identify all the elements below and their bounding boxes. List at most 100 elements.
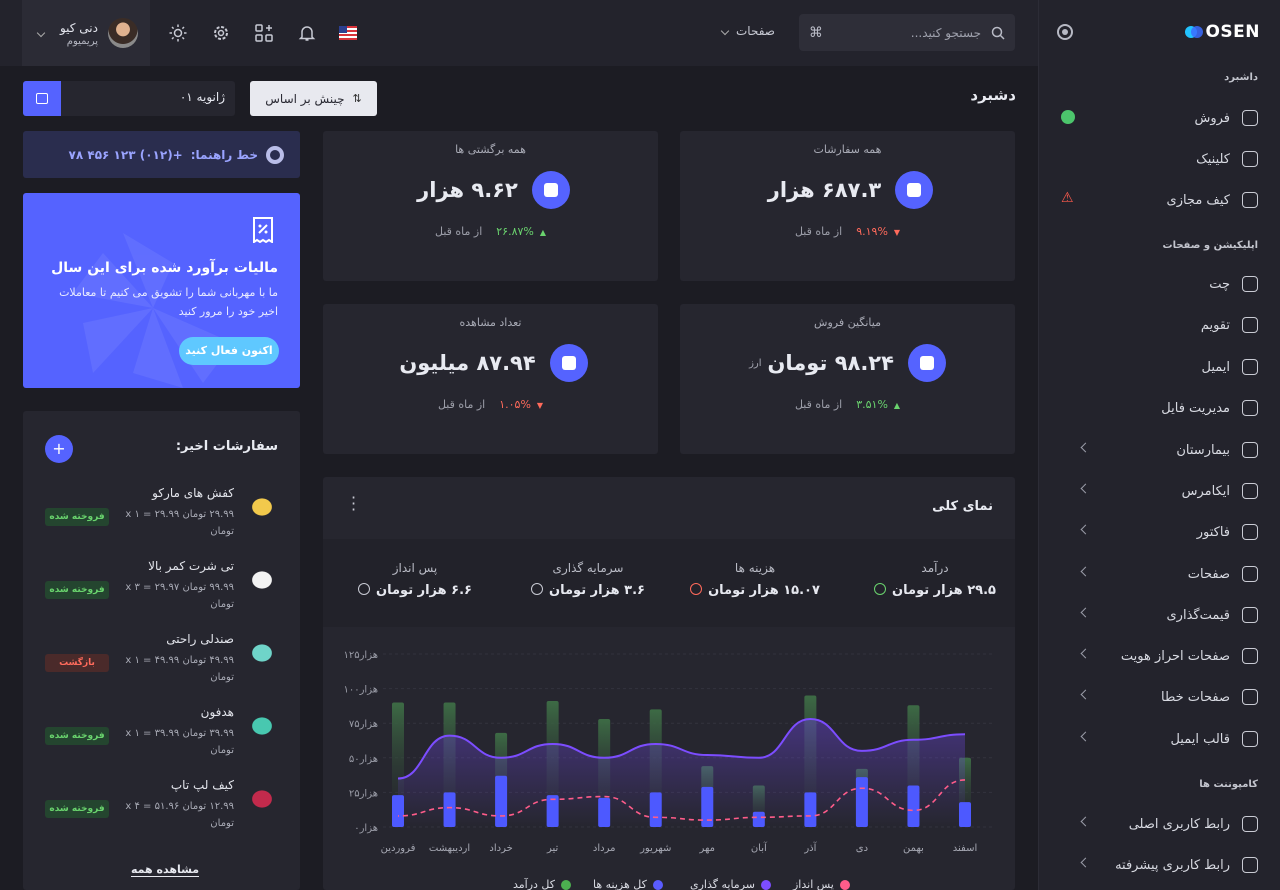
invoice-icon bbox=[1242, 524, 1258, 540]
arrow-up-icon: ▲ bbox=[539, 228, 547, 237]
order-name: کیف لپ تاپ bbox=[170, 778, 234, 792]
user-menu[interactable]: دنی کیو پریمیوم bbox=[22, 0, 150, 66]
order-price: ۴۹.۹۹ تومان x ۱ = ۴۹.۹۹ تومان bbox=[125, 655, 234, 683]
sort-button[interactable]: ⇅ چینش بر اساس bbox=[250, 81, 377, 116]
compass-icon bbox=[1242, 110, 1258, 126]
legend-item[interactable]: کل درآمد bbox=[513, 878, 571, 890]
sidebar-item-3[interactable]: چت bbox=[1058, 272, 1258, 296]
sidebar-item-1[interactable]: کلینیک bbox=[1058, 147, 1258, 171]
us-flag-icon[interactable] bbox=[339, 26, 357, 40]
metric-value: ۳.۶ هزار تومان bbox=[549, 583, 645, 598]
list-item[interactable]: صندلی راحتی ۴۹.۹۹ تومان x ۱ = ۴۹.۹۹ تومان… bbox=[23, 632, 301, 696]
chevron-left-icon bbox=[1080, 483, 1091, 494]
order-name: صندلی راحتی bbox=[166, 632, 234, 646]
metric-value: ۶.۶ هزار تومان bbox=[376, 583, 472, 598]
metric-value-row: ۳.۶ هزار تومان bbox=[518, 583, 658, 598]
x-tick-label: فروردین bbox=[381, 843, 416, 854]
stat-value-row: ۶۸۷.۳ هزار bbox=[680, 171, 1015, 209]
add-order-button[interactable]: + bbox=[45, 435, 73, 463]
sidebar-item-label: ایکامرس bbox=[1181, 483, 1230, 499]
apps-add-icon[interactable] bbox=[255, 24, 273, 42]
chevron-left-icon bbox=[1080, 442, 1091, 453]
stat-title: میانگین فروش bbox=[814, 316, 881, 329]
basket-icon bbox=[1242, 483, 1258, 499]
metrics-strip bbox=[323, 539, 1015, 627]
sidebar-toggle-icon[interactable] bbox=[1057, 24, 1073, 40]
stat-footer: ▼ ۱.۰۵% از ماه قبل bbox=[323, 398, 658, 411]
sidebar-item-9[interactable]: فاکتور bbox=[1058, 520, 1258, 544]
sidebar-item-16[interactable]: رابط کاربری پیشرفته bbox=[1058, 853, 1258, 877]
legend-dot-icon bbox=[652, 879, 663, 890]
sidebar-item-14[interactable]: قالب ایمیل bbox=[1058, 727, 1258, 751]
overview-chart: هزار۰ هزار۲۵ هزار۵۰ هزار۷۵ هزار۱۰۰ هزار۱۲۵ اسف… bbox=[343, 650, 995, 854]
app-logo[interactable]: OSEN bbox=[1185, 22, 1260, 42]
stat-change-value: ۹.۱۹% bbox=[856, 225, 888, 238]
y-tick-label: هزار۲۵ bbox=[349, 788, 378, 799]
search-input[interactable]: جستجو کنید... ⌘ bbox=[799, 14, 1015, 51]
activate-button[interactable]: اکنون فعال کنید bbox=[179, 337, 279, 365]
sidebar-item-2[interactable]: کیف مجازی bbox=[1058, 188, 1258, 212]
more-vertical-icon[interactable]: · · · bbox=[351, 488, 357, 519]
order-price: ۳۹.۹۹ تومان x ۱ = ۳۹.۹۹ تومان bbox=[125, 728, 234, 756]
expense-bar bbox=[443, 792, 456, 827]
status-dot-icon bbox=[1061, 110, 1075, 124]
sidebar-item-11[interactable]: قیمت‌گذاری bbox=[1058, 603, 1258, 627]
x-tick-label: دی bbox=[856, 843, 868, 854]
sidebar-item-13[interactable]: صفحات خطا bbox=[1058, 685, 1258, 709]
sidebar-item-6[interactable]: مدیریت فایل bbox=[1058, 396, 1258, 420]
status-badge: فروخته شده bbox=[45, 581, 109, 599]
lock-icon bbox=[1242, 648, 1258, 664]
legend-item[interactable]: کل هزینه ها bbox=[593, 878, 663, 890]
pages-dropdown[interactable]: صفحات bbox=[720, 24, 775, 38]
gear-icon[interactable] bbox=[212, 24, 230, 42]
product-image bbox=[247, 640, 277, 666]
sidebar-item-label: صفحات خطا bbox=[1161, 689, 1230, 705]
warning-icon: ⚠ bbox=[1061, 190, 1074, 206]
chat-icon bbox=[1242, 276, 1258, 292]
section-dashboard: داشبرد bbox=[1224, 72, 1258, 83]
date-picker[interactable]: ۰۱ ژانویه bbox=[23, 81, 235, 116]
expense-bar bbox=[855, 777, 868, 827]
y-tick-label: هزار۷۵ bbox=[349, 719, 378, 730]
list-item[interactable]: تی شرت کمر بالا ۹۹.۹۹ تومان x ۳ = ۲۹.۹۷ ت… bbox=[23, 559, 301, 623]
view-all-link[interactable]: مشاهده همه bbox=[131, 863, 200, 877]
search-placeholder: جستجو کنید... bbox=[910, 25, 981, 40]
sidebar-item-7[interactable]: بیمارستان bbox=[1058, 438, 1258, 462]
sidebar-item-4[interactable]: تقویم bbox=[1058, 313, 1258, 337]
sidebar-item-label: صفحات bbox=[1187, 566, 1230, 582]
stat-card: همه سفارشات ۶۸۷.۳ هزار ▼ ۹.۱۹% از ماه قبل bbox=[680, 131, 1015, 281]
stat-icon bbox=[907, 344, 946, 382]
stat-change: ▼ ۹.۱۹% bbox=[856, 225, 900, 238]
expense-bar bbox=[701, 786, 714, 827]
stat-value: ۸۷.۹۴ میلیون bbox=[399, 351, 536, 375]
stat-value-row: ۹۸.۲۴ تومان ارز bbox=[680, 344, 1015, 382]
list-item[interactable]: هدفون ۳۹.۹۹ تومان x ۱ = ۳۹.۹۹ تومان فروخته… bbox=[23, 705, 301, 769]
smile-icon bbox=[1242, 857, 1258, 873]
list-item[interactable]: کیف لپ تاپ ۱۲.۹۹ تومان x ۴ = ۵۱.۹۶ تومان ف… bbox=[23, 778, 301, 842]
helpline-number[interactable]: +(۰۱۲) ۱۲۳ ۴۵۶ ۷۸ bbox=[68, 148, 183, 162]
stat-note: از ماه قبل bbox=[794, 225, 843, 238]
legend-item[interactable]: پس انداز bbox=[793, 878, 850, 890]
overview-title: نمای کلی bbox=[932, 499, 993, 514]
chevron-down-icon bbox=[36, 28, 46, 38]
sidebar-item-10[interactable]: صفحات bbox=[1058, 562, 1258, 586]
metric-3: پس انداز ۶.۶ هزار تومان bbox=[345, 561, 485, 598]
list-item[interactable]: کفش های مارکو ۲۹.۹۹ تومان x ۱ = ۲۹.۹۹ توم… bbox=[23, 486, 301, 550]
sidebar-item-label: کیف مجازی bbox=[1166, 192, 1230, 208]
sidebar-item-15[interactable]: رابط کاربری اصلی bbox=[1058, 812, 1258, 836]
user-name: دنی کیو bbox=[59, 20, 98, 35]
legend-label: کل درآمد bbox=[513, 878, 555, 890]
sun-icon[interactable] bbox=[169, 24, 187, 42]
price-tag-icon bbox=[1242, 607, 1258, 623]
x-tick-label: آذر bbox=[803, 841, 817, 854]
legend-item[interactable]: سرمایه گذاری bbox=[690, 878, 771, 890]
status-badge: فروخته شده bbox=[45, 800, 109, 818]
bell-icon[interactable] bbox=[298, 24, 316, 42]
sidebar-item-12[interactable]: صفحات احراز هویت bbox=[1058, 644, 1258, 668]
stat-value: ۹۸.۲۴ تومان bbox=[767, 351, 894, 375]
promo-title: مالیات برآورد شده برای این سال bbox=[51, 260, 278, 276]
top-header: دنی کیو پریمیوم صفحات جستجو کنید... ⌘ bbox=[0, 0, 1038, 66]
sidebar-item-8[interactable]: ایکامرس bbox=[1058, 479, 1258, 503]
sidebar-item-5[interactable]: ایمیل bbox=[1058, 355, 1258, 379]
sidebar-item-0[interactable]: فروش bbox=[1058, 106, 1258, 130]
